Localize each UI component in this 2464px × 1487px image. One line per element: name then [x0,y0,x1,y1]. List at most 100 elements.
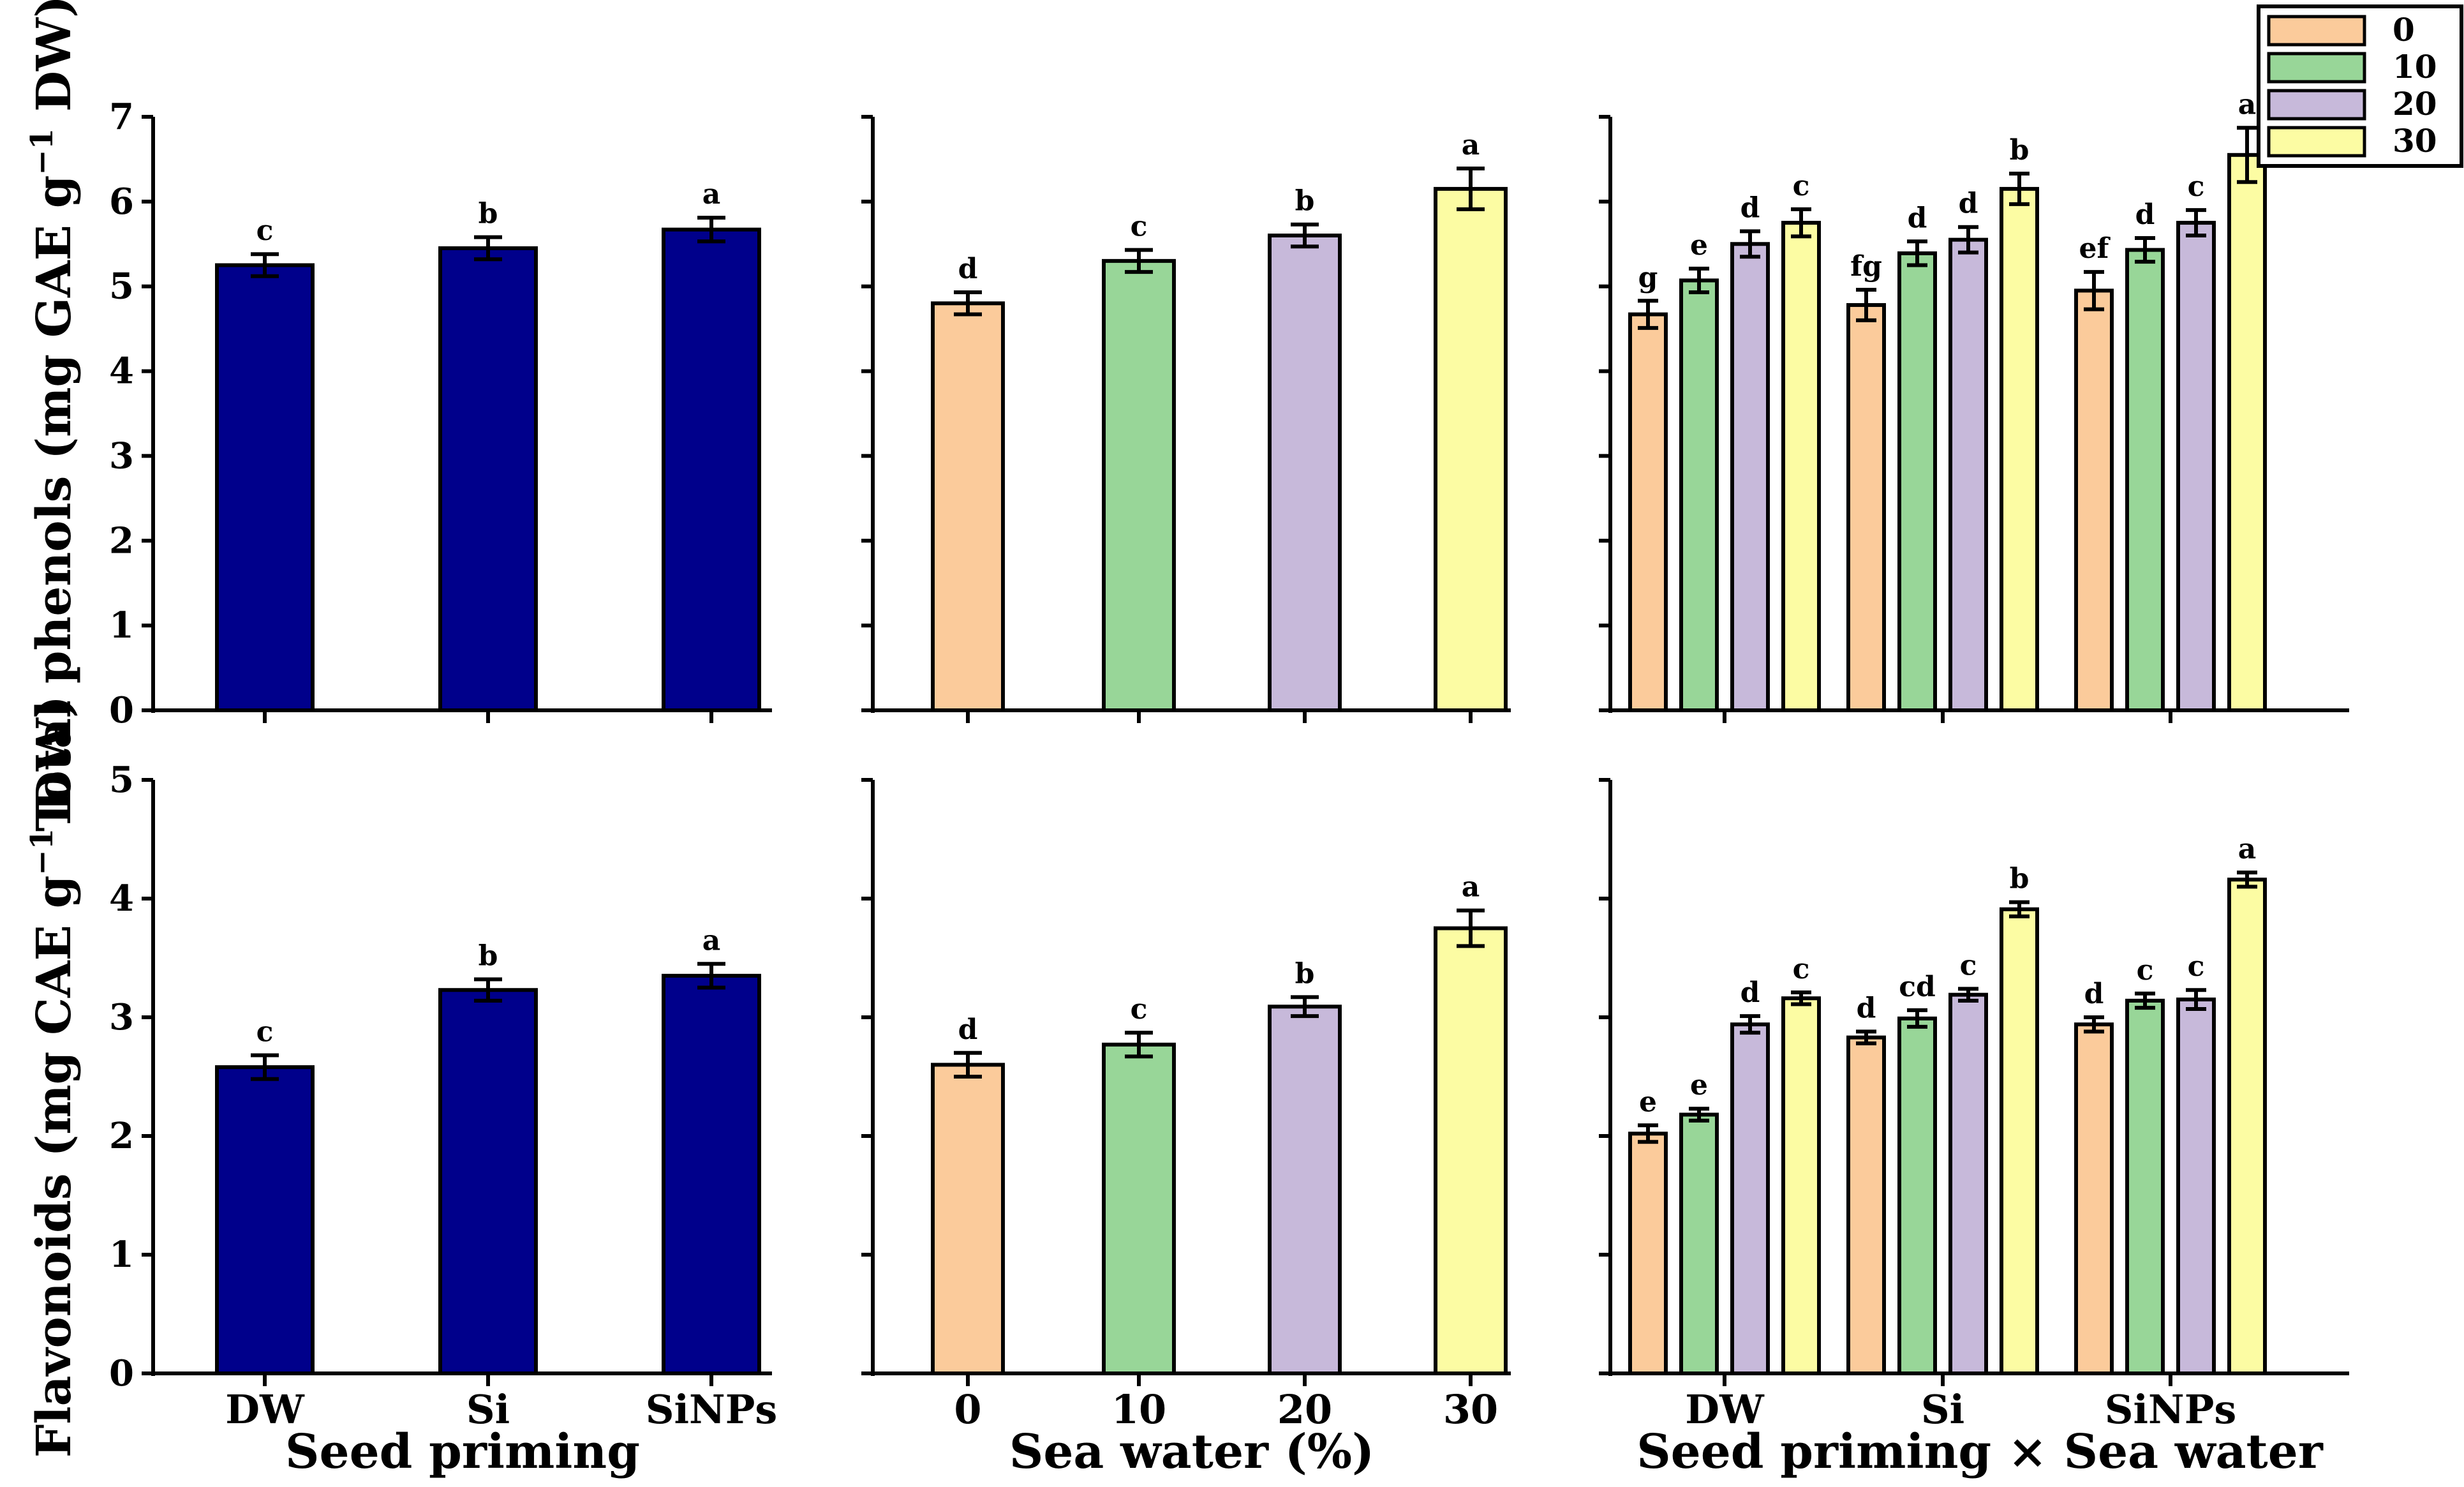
significance-letter: b [1295,957,1315,990]
significance-letter: c [256,1016,274,1049]
bar [2176,998,2216,1375]
significance-letter: e [1690,229,1708,262]
bar [931,301,1005,712]
y-tick-label: 3 [109,435,134,477]
y-axis-title-superscript: −1 [24,828,60,876]
significance-letter: a [2238,88,2257,121]
x-tick-label: SiNPs [2105,1386,2237,1433]
significance-letter: ef [2079,232,2111,265]
significance-letter: b [2010,134,2030,167]
bar [931,1063,1005,1376]
y-axis-title-tail: DW) [27,696,82,828]
significance-letter: a [702,178,721,211]
bar [1846,1035,1886,1375]
bar [438,246,538,712]
bar [2125,248,2165,713]
y-tick-label: 1 [109,604,134,646]
significance-letter: d [1740,976,1760,1009]
significance-letter: d [1908,202,1927,234]
significance-letter: a [2238,833,2257,865]
x-axis-title: Seed priming × Sea water [1636,1424,2324,1479]
significance-letter: a [1462,129,1480,161]
x-tick-label: Si [1921,1386,1964,1433]
significance-letter: b [2010,863,2030,895]
bar [1268,1005,1342,1375]
x-axis-title: Sea water (%) [1009,1424,1374,1479]
bar [1434,186,1508,712]
x-tick-label: SiNPs [646,1386,778,1433]
legend-swatch [2267,89,2366,121]
legend-label: 0 [2393,11,2415,49]
bar [1679,278,1719,712]
panels: 0 1 2 3 4 5 6 7 c b a Total phenols (mg GAE g−1 DW)… [24,0,2349,1479]
bar [1846,303,1886,712]
significance-letter: a [1462,871,1480,904]
x-tick-label: DW [1685,1386,1765,1433]
bar [1781,996,1821,1375]
significance-letter: d [2135,198,2155,231]
significance-letter: c [1131,211,1148,243]
y-tick-label: 0 [109,689,134,731]
y-axis-title-main: Flavonoids (mg CAE g [27,876,82,1458]
significance-letter: cd [1899,971,1936,1003]
y-tick-label: 2 [109,519,134,562]
significance-letter: b [479,939,498,972]
bar [1102,1042,1176,1375]
y-tick-label: 5 [109,759,134,801]
bar [662,227,761,712]
y-tick-label: 0 [109,1352,134,1394]
bar [1948,237,1988,712]
significance-letter: e [1639,1086,1657,1118]
legend-swatch [2267,126,2366,158]
bar [1628,312,1668,712]
legend-swatch [2267,15,2366,47]
y-tick-label: 6 [109,181,134,223]
significance-letter: e [1690,1069,1708,1102]
significance-letter: c [1131,993,1148,1026]
significance-letter: d [2084,978,2104,1010]
panel-1-1: 0 10 20 30 d c b a Sea water (%) [861,778,1511,1479]
significance-letter: b [479,198,498,230]
panel-1-0: 0 1 2 3 4 5 DW Si SiNPs c b a Flavonoids (mg CAE g−1… [24,696,777,1479]
significance-letter: d [1740,191,1760,224]
legend-swatch [2267,52,2366,84]
y-axis-title-tail: DW) [27,0,82,128]
bar [1897,251,1937,712]
bar [2074,1022,2114,1376]
y-axis-title-superscript: −1 [24,128,60,176]
significance-letter: d [1857,992,1876,1024]
y-tick-label: 2 [109,1115,134,1157]
bar [215,1065,315,1375]
bar [2000,907,2039,1375]
bar [2000,186,2039,712]
x-tick-label: 10 [1111,1386,1166,1433]
significance-letter: c [2188,950,2205,983]
y-tick-label: 7 [109,96,134,138]
bar [662,973,761,1375]
significance-letter: d [958,253,978,285]
x-tick-label: DW [225,1386,305,1433]
bar [1434,926,1508,1375]
panel-0-0: 0 1 2 3 4 5 6 7 c b a Total phenols (mg GAE g−1 DW) [24,0,772,832]
bar [2125,998,2165,1375]
y-tick-label: 5 [109,265,134,308]
significance-letter: c [1793,170,1810,202]
legend-label: 20 [2393,85,2437,123]
bar [1268,234,1342,712]
bar [2227,153,2267,713]
significance-letter: d [958,1013,978,1046]
significance-letter: b [1295,185,1315,218]
y-axis-title: Flavonoids (mg CAE g−1 DW) [24,696,82,1458]
y-axis-title-main: Total phenols (mg GAE g [27,176,82,832]
bar [1102,258,1176,713]
bar [1730,1022,1770,1376]
significance-letter: c [1960,949,1977,982]
x-axis-title: Seed priming [285,1424,640,1479]
significance-letter: g [1638,261,1658,294]
bar [438,988,538,1375]
significance-letter: c [2188,170,2205,203]
bar [2227,878,2267,1375]
